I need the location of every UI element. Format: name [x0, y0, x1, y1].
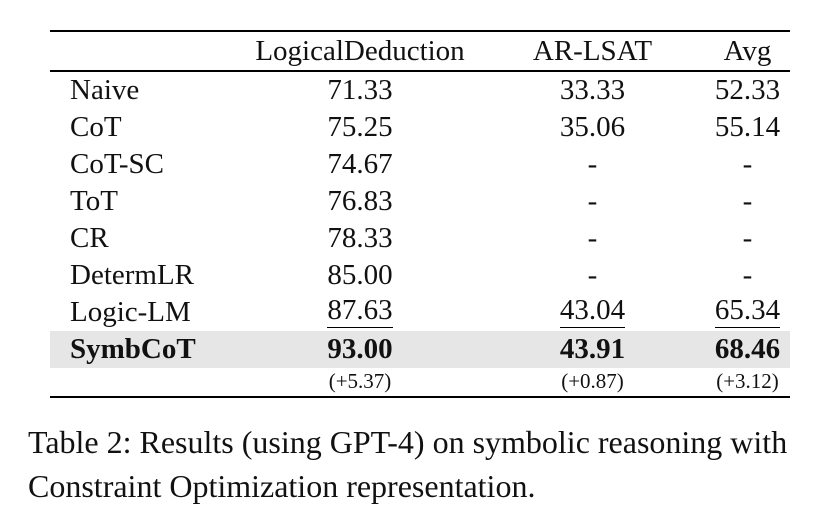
ar-lsat-value: 43.91	[559, 332, 626, 365]
logicaldeduction-improvement: (+5.37)	[328, 369, 392, 393]
logicaldeduction-value: 75.25	[327, 110, 393, 143]
ar-lsat-improvement: (+0.87)	[561, 369, 624, 393]
method-name: ToT	[70, 184, 118, 217]
logicaldeduction-value: 78.33	[327, 221, 393, 254]
logicaldeduction-value: 85.00	[327, 258, 393, 291]
logicaldeduction-value-underlined: 87.63	[240, 296, 480, 328]
logicaldeduction-value: 76.83	[327, 184, 393, 217]
avg-value: -	[742, 258, 753, 291]
avg-value: 65.34	[714, 294, 781, 328]
method-name: CoT	[70, 110, 122, 143]
ar-lsat-value: 43.04	[559, 294, 626, 328]
method-name: Logic-LM	[70, 295, 191, 328]
table-row: ToT 76.83 - -	[50, 183, 790, 220]
avg-improvement: (+3.12)	[716, 369, 779, 393]
bottom-rule	[50, 395, 790, 398]
ar-lsat-value: -	[587, 221, 598, 254]
table-row: Naive 71.33 33.33 52.33	[50, 72, 790, 109]
table-row: CoT-SC 74.67 - -	[50, 146, 790, 183]
header-avg: Avg	[723, 34, 772, 67]
header-rule	[50, 70, 790, 72]
ar-lsat-value: -	[587, 147, 598, 180]
avg-value: -	[742, 184, 753, 217]
table-row: DetermLR 85.00 - -	[50, 257, 790, 294]
improvement-row: (+5.37) (+0.87) (+3.12)	[50, 368, 790, 396]
logicaldeduction-value: 71.33	[327, 73, 393, 106]
logicaldeduction-value: 74.67	[327, 147, 393, 180]
method-name: CoT-SC	[70, 147, 165, 180]
avg-value: 55.14	[714, 110, 781, 143]
logicaldeduction-value: 87.63	[327, 294, 393, 328]
ar-lsat-value: -	[587, 258, 598, 291]
method-name: CR	[70, 221, 109, 254]
avg-value: 68.46	[714, 332, 781, 365]
ar-lsat-value: -	[587, 184, 598, 217]
table-row: CR 78.33 - -	[50, 220, 790, 257]
header-logicaldeduction: LogicalDeduction	[255, 34, 465, 67]
avg-value: -	[742, 147, 753, 180]
method-name: DetermLR	[70, 258, 195, 291]
ar-lsat-value-underlined: 43.04	[480, 296, 705, 328]
table-row: Logic-LM 87.63 43.04 65.34	[50, 294, 790, 331]
ar-lsat-value: 35.06	[559, 110, 626, 143]
logicaldeduction-value: 93.00	[327, 332, 393, 365]
results-table: LogicalDeduction AR-LSAT Avg Naive 71.33…	[50, 30, 790, 398]
header-row: LogicalDeduction AR-LSAT Avg	[50, 32, 790, 70]
avg-value: -	[742, 221, 753, 254]
highlighted-row: SymbCoT 93.00 43.91 68.46	[50, 330, 790, 368]
table-row: CoT 75.25 35.06 55.14	[50, 109, 790, 146]
header-ar-lsat: AR-LSAT	[532, 34, 653, 67]
ar-lsat-value: 33.33	[559, 73, 626, 106]
method-name: Naive	[70, 73, 140, 106]
table-caption: Table 2: Results (using GPT-4) on symbol…	[28, 424, 788, 504]
top-rule	[50, 30, 790, 32]
avg-value: 52.33	[714, 73, 781, 106]
method-name: SymbCoT	[70, 332, 196, 365]
avg-value-underlined: 65.34	[705, 296, 790, 328]
